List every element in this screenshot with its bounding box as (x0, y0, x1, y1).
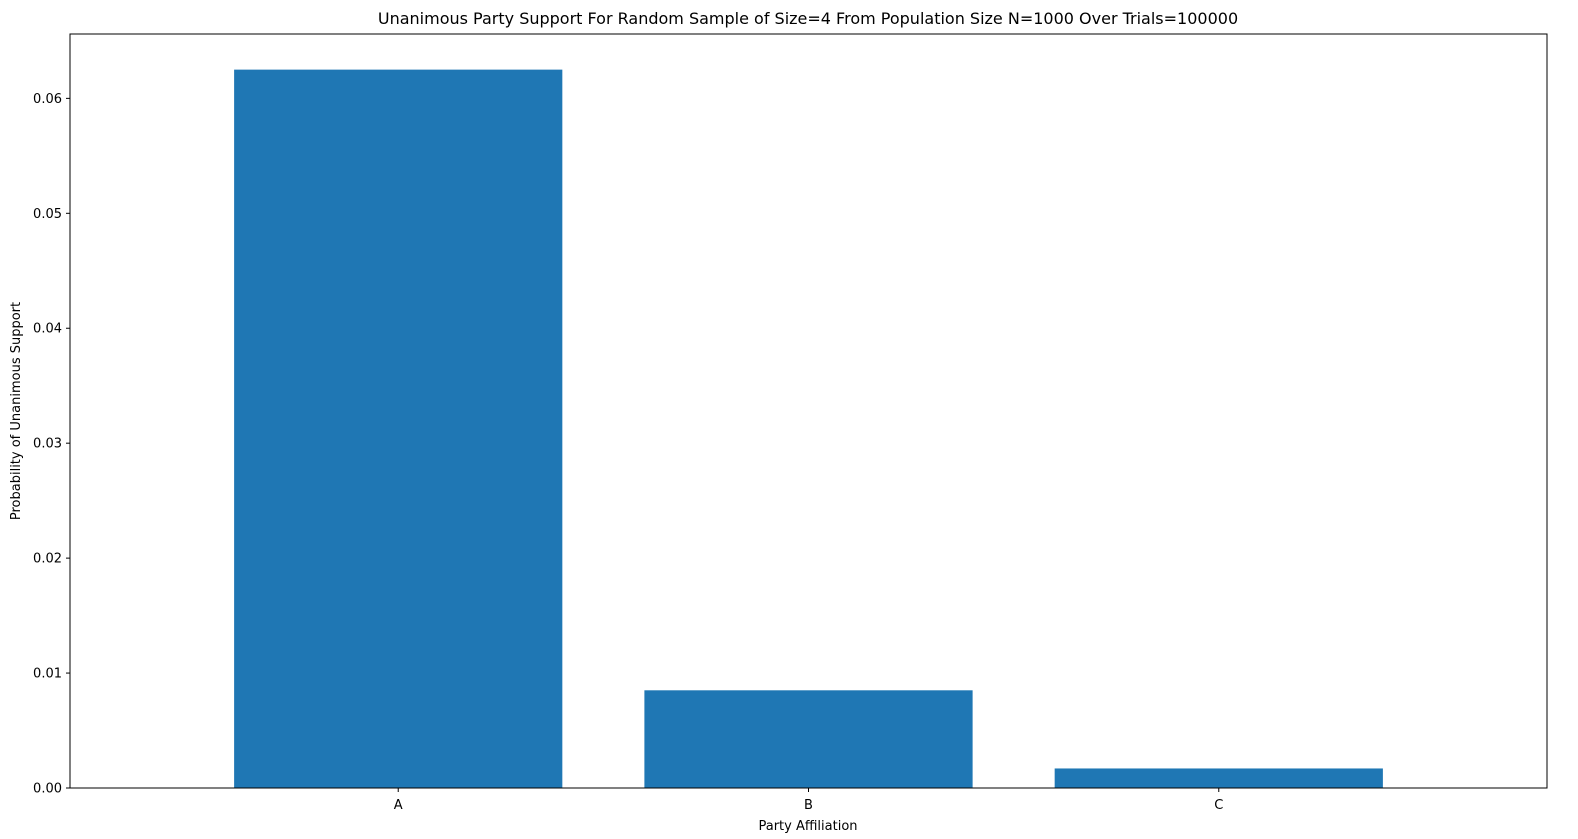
y-tick-label: 0.00 (33, 782, 62, 797)
bar-c (1054, 768, 1383, 788)
x-tick-label: B (804, 798, 813, 813)
bar-a (234, 69, 563, 788)
x-ticks: A B C (394, 788, 1223, 813)
bars (234, 69, 1383, 788)
bar-b (644, 690, 973, 788)
x-tick-label: A (394, 798, 403, 813)
y-tick-label: 0.03 (33, 437, 62, 452)
y-tick-label: 0.06 (33, 92, 62, 107)
y-ticks: 0.00 0.01 0.02 0.03 0.04 0.05 0.06 (33, 92, 70, 797)
y-tick-label: 0.05 (33, 207, 62, 222)
chart-title: Unanimous Party Support For Random Sampl… (378, 9, 1238, 28)
y-tick-label: 0.01 (33, 667, 62, 682)
x-tick-label: C (1214, 798, 1223, 813)
y-axis-label: Probability of Unanimous Support (9, 302, 24, 520)
plot-frame (69, 33, 1548, 789)
y-tick-label: 0.04 (33, 322, 62, 337)
y-tick-label: 0.02 (33, 552, 62, 567)
x-axis-label: Party Affiliation (758, 819, 857, 834)
